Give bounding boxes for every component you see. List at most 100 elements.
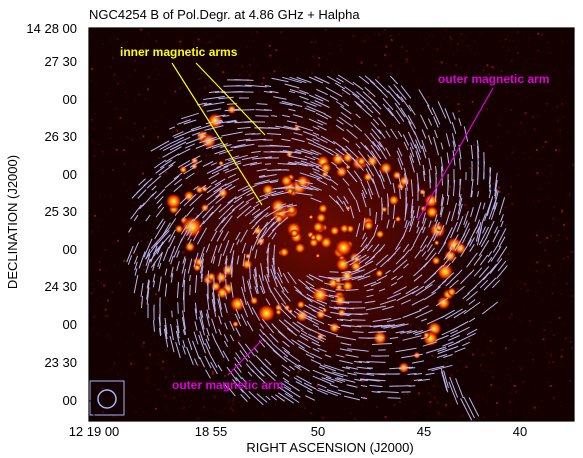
b-vector: [248, 279, 252, 289]
noise-speck: [91, 118, 94, 121]
noise-speck: [120, 312, 123, 315]
noise-speck: [449, 402, 452, 405]
noise-speck: [398, 401, 401, 403]
b-vector: [451, 121, 457, 135]
noise-speck: [142, 341, 145, 344]
b-vector: [303, 101, 317, 107]
halpha-knot: [279, 247, 290, 258]
noise-speck: [367, 36, 370, 39]
noise-speck: [534, 388, 537, 391]
halpha-knot: [296, 300, 305, 309]
b-vector: [128, 227, 132, 233]
noise-speck: [572, 163, 574, 166]
b-vector: [234, 79, 254, 81]
b-vector: [293, 286, 303, 294]
b-vector: [316, 88, 328, 96]
noise-speck: [517, 76, 519, 79]
noise-speck: [559, 129, 562, 132]
halpha-knot: [316, 212, 327, 223]
noise-speck: [323, 416, 326, 419]
b-vector: [469, 244, 475, 252]
b-vector: [212, 292, 216, 312]
noise-speck: [135, 411, 138, 413]
noise-speck: [310, 412, 313, 415]
b-vector: [259, 371, 265, 377]
noise-speck: [533, 58, 536, 61]
b-vector: [223, 160, 241, 168]
noise-speck: [507, 193, 510, 196]
noise-speck: [142, 172, 144, 175]
b-vector: [210, 179, 218, 185]
b-vector: [181, 112, 199, 120]
b-vector: [309, 286, 323, 294]
noise-speck: [523, 67, 525, 69]
b-vector: [205, 243, 211, 253]
b-vector: [314, 94, 330, 102]
b-vector: [372, 178, 380, 198]
b-vector: [381, 203, 383, 221]
b-vector: [388, 85, 400, 99]
b-vector: [165, 153, 179, 163]
b-vector: [237, 384, 251, 400]
b-vector: [225, 279, 227, 289]
noise-speck: [450, 37, 453, 40]
noise-speck: [210, 419, 213, 421]
b-vector: [227, 196, 237, 204]
b-vector: [462, 222, 470, 238]
noise-speck: [552, 397, 555, 400]
noise-speck: [123, 259, 126, 262]
halpha-knot: [379, 161, 393, 175]
halpha-knot: [288, 308, 293, 314]
noise-speck: [431, 34, 434, 37]
b-vector: [233, 196, 243, 204]
x-tick-label: 18 55: [195, 424, 228, 439]
b-vector: [327, 75, 341, 85]
halpha-knot: [315, 253, 320, 258]
b-vector: [443, 227, 453, 245]
b-vector: [203, 96, 225, 100]
b-vector: [169, 141, 187, 151]
noise-speck: [572, 106, 574, 109]
noise-speck: [441, 81, 444, 84]
noise-speck: [454, 385, 457, 388]
b-vector: [449, 273, 459, 283]
noise-speck: [433, 384, 436, 387]
b-vector: [281, 346, 291, 354]
noise-speck: [215, 47, 218, 50]
b-vector: [225, 292, 227, 300]
halpha-knot: [286, 187, 294, 195]
b-vector: [263, 90, 273, 94]
b-vector: [378, 141, 386, 151]
halpha-knot: [363, 172, 373, 182]
noise-speck: [563, 235, 566, 238]
beam-circle: [97, 389, 117, 409]
b-vector: [484, 198, 493, 221]
b-vector: [206, 166, 222, 174]
b-vector: [392, 259, 408, 273]
noise-speck: [455, 64, 458, 66]
b-vector: [361, 189, 367, 199]
b-vector: [303, 309, 317, 319]
b-vector: [409, 147, 415, 157]
noise-speck: [517, 93, 520, 96]
noise-speck: [133, 202, 136, 205]
noise-speck: [185, 384, 188, 387]
b-vector: [151, 185, 157, 191]
b-vector: [449, 234, 459, 250]
b-vector: [183, 193, 197, 207]
b-vector: [306, 275, 314, 281]
noise-speck: [91, 68, 94, 71]
noise-speck: [112, 415, 115, 418]
noise-speck: [542, 145, 545, 148]
b-vector: [283, 386, 301, 398]
b-vector: [271, 232, 277, 240]
b-vector: [355, 223, 361, 237]
b-vector: [270, 115, 278, 117]
b-vector: [443, 370, 449, 389]
b-vector: [174, 129, 194, 139]
b-vector: [294, 161, 314, 167]
noise-speck: [510, 288, 513, 291]
b-vector: [201, 273, 203, 283]
noise-speck: [535, 148, 538, 151]
b-vector: [179, 195, 189, 205]
